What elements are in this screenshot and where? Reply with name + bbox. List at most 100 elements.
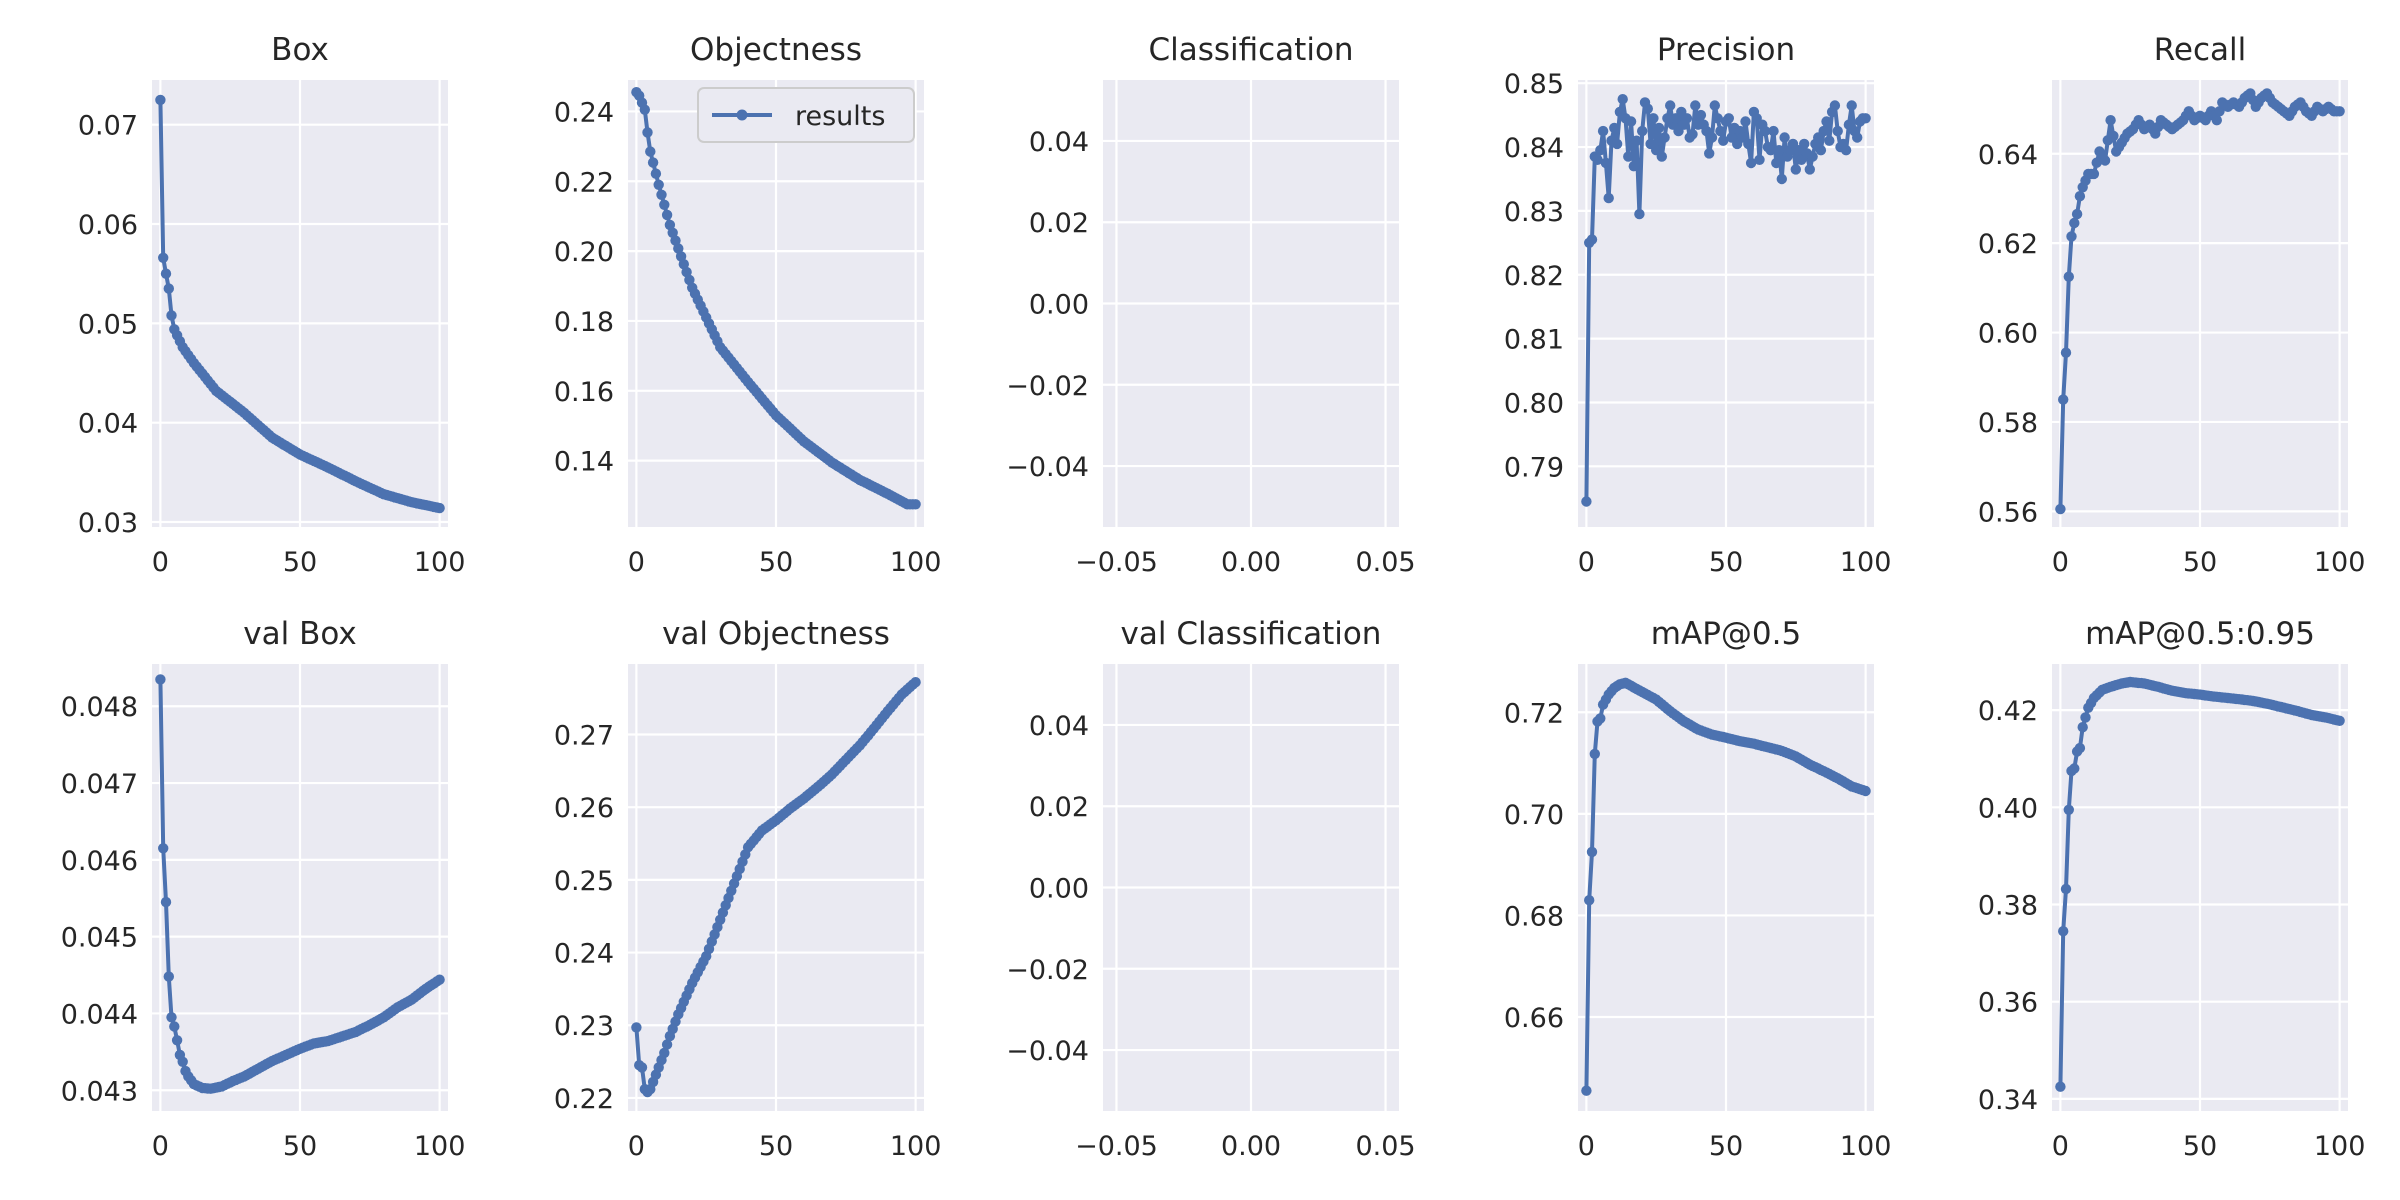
data-point bbox=[1815, 145, 1827, 156]
panel-title: mAP@0.5:0.95 bbox=[2085, 616, 2315, 652]
data-point bbox=[1832, 125, 1843, 137]
data-point bbox=[1595, 145, 1606, 156]
data-point bbox=[434, 502, 445, 514]
data-point bbox=[171, 1035, 183, 1046]
data-point bbox=[910, 677, 921, 688]
x-tick-label: 0 bbox=[1578, 1131, 1595, 1162]
legend-marker bbox=[736, 109, 748, 121]
y-tick-label: 0.05 bbox=[78, 309, 138, 340]
panel-4: Recall 0 50 100 0.56 0.58 0.60 0.62 0.64 bbox=[1978, 32, 2366, 578]
data-point bbox=[639, 104, 650, 115]
y-tick-label: 0.00 bbox=[1029, 874, 1089, 905]
y-tick-label: 0.00 bbox=[1029, 290, 1089, 321]
data-point bbox=[2063, 804, 2074, 815]
y-tick-label: 0.26 bbox=[554, 793, 614, 824]
panel-5: val Box 0 50 100 0.043 0.044 0.045 0.046 0.047 0.… bbox=[61, 616, 466, 1162]
y-tick-label: 0.20 bbox=[554, 237, 614, 268]
y-tick-label: −0.02 bbox=[1006, 371, 1089, 402]
data-point bbox=[656, 189, 667, 200]
data-point bbox=[1846, 100, 1857, 111]
y-tick-label: 0.83 bbox=[1504, 197, 1564, 228]
y-tick-label: −0.02 bbox=[1006, 955, 1089, 986]
data-point bbox=[2088, 168, 2100, 180]
data-point bbox=[160, 268, 172, 279]
x-tick-label: 100 bbox=[890, 1131, 942, 1162]
data-point bbox=[1584, 895, 1595, 906]
data-point bbox=[1628, 161, 1640, 172]
y-tick-label: 0.79 bbox=[1504, 452, 1564, 483]
y-tick-label: 0.81 bbox=[1504, 325, 1564, 356]
panel-title: Box bbox=[271, 32, 329, 68]
x-tick-label: 100 bbox=[414, 1131, 466, 1162]
legend: results bbox=[697, 87, 915, 143]
data-point bbox=[1690, 100, 1701, 111]
data-point bbox=[158, 252, 169, 263]
x-tick-label: −0.05 bbox=[1075, 1131, 1158, 1162]
y-tick-label: 0.16 bbox=[554, 377, 614, 408]
panel-title: mAP@0.5 bbox=[1651, 616, 1801, 652]
data-point bbox=[1631, 135, 1642, 146]
data-point bbox=[2071, 208, 2083, 220]
x-tick-label: 100 bbox=[2314, 547, 2366, 578]
data-point bbox=[1818, 125, 1829, 137]
data-point bbox=[1592, 154, 1603, 165]
x-tick-label: 0.05 bbox=[1355, 1131, 1415, 1162]
data-point bbox=[1681, 113, 1693, 124]
data-point bbox=[1704, 148, 1715, 159]
panel-7: val Classification −0.05 0.00 0.05 −0.04 −0.0… bbox=[1006, 616, 1415, 1162]
y-tick-label: 0.24 bbox=[554, 939, 614, 970]
data-point bbox=[1600, 157, 1612, 169]
y-tick-label: 0.56 bbox=[1978, 497, 2038, 528]
data-point bbox=[1723, 113, 1735, 124]
data-point bbox=[1648, 113, 1659, 124]
data-point bbox=[2055, 503, 2066, 515]
data-point bbox=[1790, 164, 1802, 175]
panel-1: Objectness 0 50 100 0.14 0.16 0.18 0.20 0.22 0.24… bbox=[554, 32, 942, 578]
data-point bbox=[636, 1062, 648, 1073]
data-point bbox=[910, 499, 921, 510]
data-point bbox=[1603, 192, 1614, 204]
x-tick-label: 0 bbox=[152, 1131, 169, 1162]
data-point bbox=[2066, 231, 2077, 242]
data-point bbox=[670, 235, 681, 246]
data-point bbox=[647, 157, 659, 168]
x-tick-label: 0.00 bbox=[1221, 1131, 1281, 1162]
x-tick-label: 50 bbox=[759, 1131, 793, 1162]
y-tick-label: 0.07 bbox=[78, 111, 138, 142]
data-point bbox=[684, 274, 695, 286]
data-point bbox=[1715, 125, 1726, 137]
y-tick-label: 0.22 bbox=[554, 1084, 614, 1115]
x-tick-label: 0 bbox=[2052, 1131, 2069, 1162]
data-point bbox=[2077, 722, 2088, 733]
x-tick-label: 100 bbox=[1840, 1131, 1892, 1162]
y-tick-label: 0.047 bbox=[61, 769, 138, 800]
data-point bbox=[1779, 132, 1790, 143]
data-point bbox=[155, 674, 166, 685]
y-tick-label: 0.64 bbox=[1978, 140, 2038, 171]
data-point bbox=[2334, 106, 2345, 117]
data-point bbox=[1642, 103, 1654, 114]
y-tick-label: 0.22 bbox=[554, 167, 614, 198]
panel-0: Box 0 50 100 0.03 0.04 0.05 0.06 0.07 bbox=[78, 32, 466, 578]
y-tick-label: 0.04 bbox=[78, 409, 138, 440]
data-point bbox=[1799, 138, 1810, 150]
y-tick-label: 0.046 bbox=[61, 846, 138, 877]
data-point bbox=[160, 896, 172, 908]
data-point bbox=[2069, 217, 2080, 229]
y-tick-label: 0.42 bbox=[1978, 696, 2038, 727]
data-point bbox=[1718, 135, 1729, 146]
panel-6: val Objectness 0 50 100 0.22 0.23 0.24 0.25 0.26… bbox=[554, 616, 942, 1162]
x-tick-label: 50 bbox=[2183, 547, 2217, 578]
x-tick-label: 100 bbox=[890, 547, 942, 578]
data-point bbox=[2108, 130, 2119, 142]
data-point bbox=[1852, 132, 1863, 143]
data-point bbox=[1611, 138, 1623, 150]
y-tick-label: 0.70 bbox=[1504, 800, 1564, 831]
y-tick-label: 0.60 bbox=[1978, 319, 2038, 350]
data-point bbox=[155, 94, 166, 106]
data-point bbox=[1665, 100, 1676, 111]
y-tick-label: 0.85 bbox=[1504, 69, 1564, 100]
legend-label: results bbox=[795, 101, 885, 132]
data-point bbox=[1589, 748, 1601, 760]
data-point bbox=[2334, 715, 2345, 726]
